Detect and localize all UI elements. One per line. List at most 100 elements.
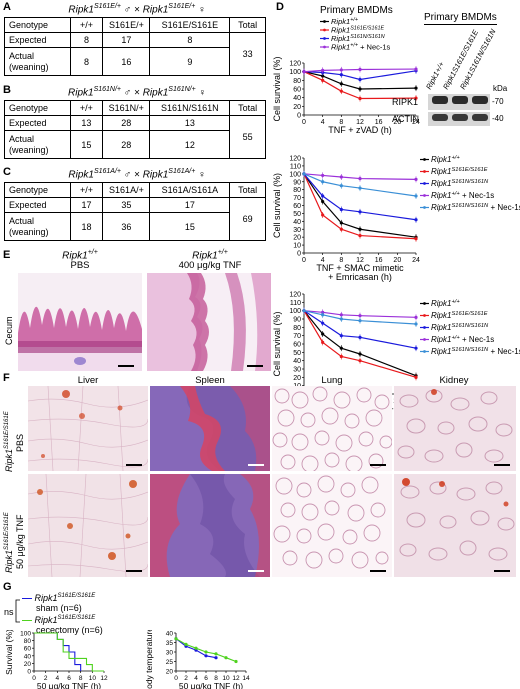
legend-genotype: Ripk1 [34,593,58,603]
scale-bar [248,464,264,466]
x-tick-label: 4 [56,675,60,682]
legend-marker [423,158,426,161]
legend-sup: S161E/S161E [57,615,96,621]
table-header: S161N/+ [102,100,151,116]
y-tick-label: 60 [293,342,301,349]
panel-label-a: A [3,1,11,13]
blot-band [452,96,468,104]
lung-tnf-image [272,474,392,577]
data-point [214,652,218,656]
f-row-genotype: Ripk1S161E/S161E [4,411,14,472]
table-header: +/+ [69,100,104,116]
male-symbol: ♂ [123,4,132,16]
legend-label: Ripk1S161E/S161E [431,311,488,320]
genotype-text: Ripk1 [62,250,88,262]
data-point [184,642,188,646]
table-total: 69 [229,197,266,241]
x-tick-label: 20 [393,257,401,264]
table-header: +/+ [69,182,104,198]
table-cell: 8 [69,32,104,48]
blot-kda-label: kDa [493,84,508,93]
x-tick-label: 4 [194,675,198,682]
scale-bar [494,570,510,572]
cecum-label: Cecum [4,316,14,345]
scale-bar [494,464,510,466]
legend-suffix: + Nec-1s [460,335,494,344]
y-tick-label: 40 [293,358,301,365]
cross-left: Ripk1 [68,4,94,16]
table-cell: 13 [149,115,231,131]
blot-strip-actin [428,112,490,126]
e-treatment-label: 400 μg/kg TNF [178,260,242,271]
genotype-sup: S161E/S161E [4,411,10,449]
y-tick-label: 60 [24,646,32,653]
blot-band [472,96,488,104]
legend-sup: +/+ [350,17,358,23]
y-tick-label: 10 [293,243,301,250]
female-symbol: ♀ [198,169,206,181]
y-tick-label: 40 [24,653,32,660]
y-tick-label: 30 [293,227,301,234]
y-axis-label: Survival (%) [4,630,14,675]
f-row-genotype: Ripk1S161E/S161E [4,512,14,573]
y-axis-label: Cell survival (%) [272,311,282,376]
y-tick-label: 0 [27,669,31,676]
x-tick-label: 24 [412,119,420,126]
blot-band-label-ripk1: RIPK1 [392,97,419,107]
table-cell: 8 [149,32,231,48]
cecum-tnf-drawing [147,273,271,371]
column-header-spleen: Spleen [195,375,225,386]
legend-genotype: Ripk1 [331,43,350,52]
spleen-tnf-image [150,474,270,577]
y-tick-label: 40 [166,631,174,638]
blot-band [472,113,488,121]
cecum-tnf-image [147,273,271,371]
table-cell: 17 [69,197,104,213]
legend-genotype: Ripk1 [431,179,451,188]
genotype-text: Ripk1 [4,448,14,472]
legend-genotype: Ripk1 [431,155,451,164]
genotype-sup: +/+ [217,249,228,256]
x-axis-label: TNF + SMAC mimetic [316,263,404,273]
x-tick-label: 10 [222,675,230,682]
legend-genotype: Ripk1 [431,335,451,344]
genotype-table-a: Genotype +/+ S161E/+ S161E/S161E Total E… [4,17,266,76]
y-tick-label: 80 [293,325,301,332]
y-axis-label: Cell survival (%) [272,173,282,238]
legend-genotype: Ripk1 [331,26,350,35]
cross-right-sup: S161A/+ [168,168,196,175]
blot-band-label-actin: ACTIN [392,114,419,124]
legend-label: Ripk1S161N/S161N [431,179,489,188]
x-tick-label: 8 [214,675,218,682]
cross-right: Ripk1 [142,87,169,99]
x-tick-label: 12 [100,675,108,682]
table-header: S161E/+ [102,17,151,33]
x-tick-label: 0 [302,257,306,264]
y-tick-label: 20 [166,669,174,676]
e-genotype-label: Ripk1+/+ [40,249,120,261]
legend-marker [423,350,426,353]
legend-marker [423,314,426,317]
y-tick-label: 60 [293,87,301,94]
spleen-tnf-drawing [150,474,270,577]
table-cell: 17 [149,197,231,213]
data-point [204,650,208,654]
panel-label-b: B [3,84,11,96]
blot-band [432,113,448,121]
legend-genotype: Ripk1 [431,311,451,320]
genotype-table-c: Genotype +/+ S161A/+ S161A/S161A Total E… [4,182,266,241]
female-symbol: ♀ [198,4,206,16]
f-row-treatment: 50 μg/kg TNF [15,514,25,569]
x-tick-label: 6 [204,675,208,682]
table-cell: 17 [102,32,151,48]
panel-label-f: F [3,372,10,384]
kidney-pbs-image [394,386,516,471]
panel-label-g: G [3,581,12,593]
y-tick-label: 60 [293,203,301,210]
ns-label: ns [4,607,14,617]
liver-pbs-drawing [28,386,148,471]
x-tick-label: 8 [339,257,343,264]
legend-marker [323,28,326,32]
legend-genotype: Ripk1 [331,34,350,43]
